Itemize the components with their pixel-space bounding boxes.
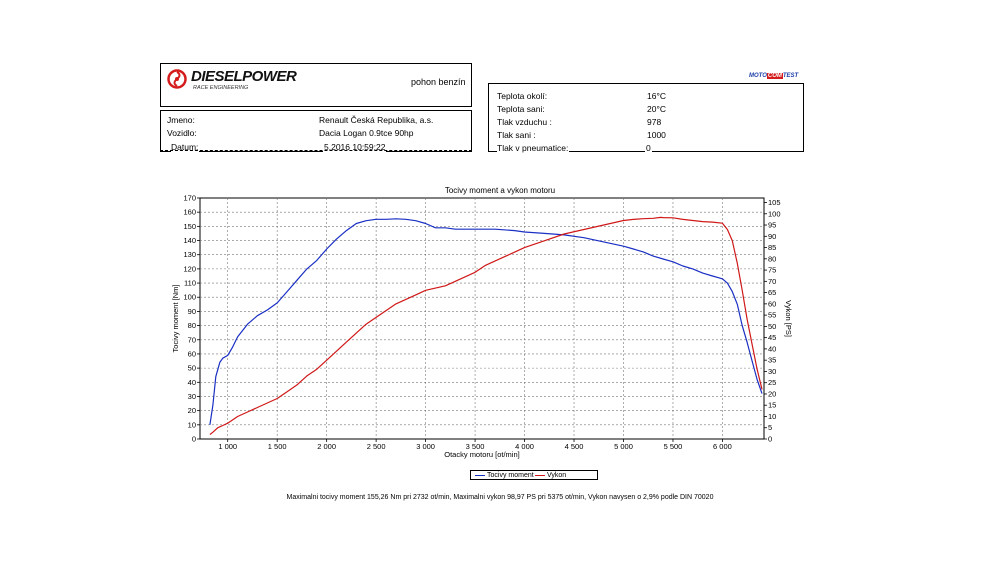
y-tick-label: 170 <box>183 194 196 203</box>
y2-tick-label: 10 <box>768 412 776 421</box>
torque-series-line <box>209 218 763 425</box>
legend-power-swatch <box>535 475 545 476</box>
mototest-logo: MOTOCOMTEST <box>749 73 799 79</box>
y2-axis-label: Vykon [PS] <box>784 300 793 337</box>
y-tick-label: 130 <box>183 250 196 259</box>
owner-label: Jmeno: <box>167 115 195 125</box>
date-label: Datum: <box>171 142 200 152</box>
air-pressure-label: Tlak vzduchu : <box>497 117 552 127</box>
x-tick-label: 5 500 <box>664 442 683 451</box>
y2-tick-label: 60 <box>768 299 776 308</box>
turbo-logo-icon <box>167 69 187 89</box>
plot-frame <box>199 197 765 440</box>
y2-tick-label: 0 <box>768 435 772 444</box>
y-tick-label: 110 <box>184 279 196 288</box>
y-tick-label: 80 <box>188 321 196 330</box>
y2-tick-label: 85 <box>768 243 776 252</box>
intake-temp-value: 20°C <box>647 104 666 114</box>
legend-power-label: Vykon <box>547 472 567 479</box>
y2-tick-label: 50 <box>768 322 776 331</box>
x-tick-label: 1 500 <box>268 442 287 451</box>
y-tick-label: 70 <box>188 335 196 344</box>
y2-tick-label: 15 <box>768 401 776 410</box>
vehicle-info-box: Jmeno: Renault Česká Republika, a.s. Voz… <box>160 110 472 152</box>
x-tick-label: 1 000 <box>218 442 237 451</box>
y-tick-label: 140 <box>183 236 196 245</box>
legend-torque-label: Tocivy moment <box>487 472 534 479</box>
y-tick-label: 10 <box>188 420 196 429</box>
y2-tick-label: 35 <box>768 356 776 365</box>
x-tick-label: 2 500 <box>367 442 386 451</box>
owner-value: Renault Česká Republika, a.s. <box>319 115 434 125</box>
x-tick-label: 4 500 <box>565 442 584 451</box>
y2-tick-label: 100 <box>768 209 781 218</box>
y2-tick-label: 105 <box>768 198 781 207</box>
y-tick-label: 30 <box>188 392 196 401</box>
legend-torque-swatch <box>475 475 485 476</box>
y2-tick-label: 45 <box>768 333 776 342</box>
y-tick-label: 40 <box>188 378 196 387</box>
y-tick-label: 160 <box>183 208 196 217</box>
y-tick-label: 50 <box>188 364 196 373</box>
chart-title: Tocivy moment a vykon motoru <box>444 186 556 195</box>
y-tick-label: 120 <box>183 264 196 273</box>
ambient-temp-label: Teplota okolí: <box>497 91 548 101</box>
y-tick-label: 100 <box>183 293 196 302</box>
y-axis-label: Tocivy moment [Nm] <box>171 285 180 353</box>
y-tick-label: 150 <box>183 222 196 231</box>
y-tick-label: 90 <box>188 307 196 316</box>
x-tick-label: 4 000 <box>515 442 534 451</box>
intake-pressure-value: 1000 <box>647 130 666 140</box>
intake-pressure-label: Tlak sani : <box>497 130 536 140</box>
chart-legend: Tocivy moment Vykon <box>470 470 598 480</box>
x-axis-label: Otacky motoru [ot/min] <box>444 450 519 459</box>
x-tick-label: 5 000 <box>614 442 633 451</box>
y-tick-label: 0 <box>192 435 196 444</box>
y2-tick-label: 25 <box>768 378 776 387</box>
tire-pressure-label: Tlak v pneumatice: <box>497 143 570 153</box>
vehicle-label: Vozidlo: <box>167 128 197 138</box>
fuel-type-label: pohon benzín <box>411 77 466 87</box>
y-tick-label: 20 <box>188 406 196 415</box>
date-value: 5.2016 10:59:22 <box>323 142 387 152</box>
date-row-divider <box>160 150 472 151</box>
y2-tick-label: 95 <box>768 221 776 230</box>
y2-tick-label: 55 <box>768 311 776 320</box>
y2-tick-label: 5 <box>768 423 772 432</box>
air-pressure-value: 978 <box>647 117 662 127</box>
x-tick-label: 3 000 <box>416 442 435 451</box>
y2-tick-label: 65 <box>768 288 776 297</box>
x-tick-label: 3 500 <box>466 442 485 451</box>
y2-tick-label: 70 <box>768 277 776 286</box>
power-series-line <box>209 216 763 435</box>
brand-subtitle: RACE ENGINEERING <box>193 85 249 91</box>
conditions-box: Teplota okolí: 16°C Teplota sani: 20°C T… <box>488 83 804 153</box>
summary-text: Maximalni tocivy moment 155,26 Nm pri 27… <box>286 494 714 501</box>
x-tick-label: 6 000 <box>713 442 732 451</box>
y2-tick-label: 80 <box>768 254 776 263</box>
y2-tick-label: 40 <box>768 344 776 353</box>
vehicle-value: Dacia Logan 0.9tce 90hp <box>319 128 414 138</box>
intake-temp-label: Teplota sani: <box>497 104 545 114</box>
x-tick-label: 2 000 <box>317 442 336 451</box>
tire-pressure-value: 0 <box>645 143 652 153</box>
y2-tick-label: 90 <box>768 232 776 241</box>
y2-tick-label: 75 <box>768 266 776 275</box>
y2-tick-label: 30 <box>768 367 776 376</box>
brand-header-box: DIESELPOWER RACE ENGINEERING pohon benzí… <box>160 63 472 107</box>
y-tick-label: 60 <box>188 349 196 358</box>
ambient-temp-value: 16°C <box>647 91 666 101</box>
brand-name: DIESELPOWER <box>191 68 297 85</box>
y2-tick-label: 20 <box>768 389 776 398</box>
